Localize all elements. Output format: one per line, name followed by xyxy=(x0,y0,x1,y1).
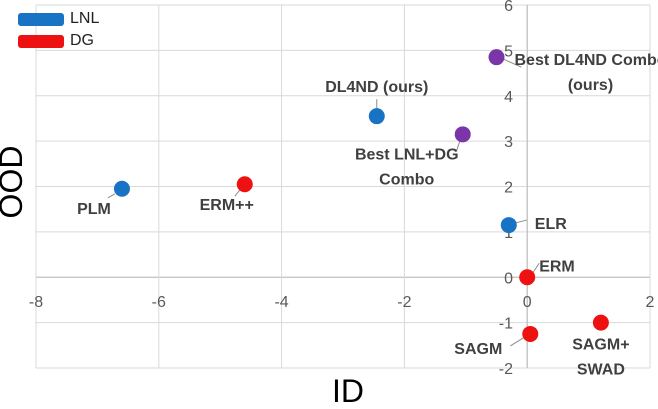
y-tick-label: 2 xyxy=(504,180,513,197)
data-points xyxy=(113,49,609,342)
point-label: SWAD xyxy=(577,362,625,379)
leader-line xyxy=(510,337,524,347)
point-label: ELR xyxy=(535,216,567,233)
x-tick-label: 2 xyxy=(646,294,655,311)
point-label: PLM xyxy=(77,201,111,218)
x-tick-label: -2 xyxy=(397,294,411,311)
legend-swatch-lnl xyxy=(18,12,64,26)
y-tick-label: -2 xyxy=(499,361,513,378)
leader-lines xyxy=(107,58,540,347)
y-tick-label: 3 xyxy=(504,134,513,151)
leader-line xyxy=(532,262,540,273)
y-tick-label: 6 xyxy=(504,0,513,15)
legend: LNL DG xyxy=(18,8,99,52)
leader-line xyxy=(456,141,461,151)
x-tick-label: -6 xyxy=(152,294,166,311)
data-point xyxy=(500,217,517,234)
x-tick-label: 0 xyxy=(523,294,532,311)
legend-swatch-dg xyxy=(18,34,64,48)
legend-item-dg: DG xyxy=(18,30,99,52)
y-tick-label: -1 xyxy=(499,316,513,333)
data-point xyxy=(519,269,536,286)
data-point xyxy=(113,180,130,197)
point-label: ERM xyxy=(539,258,575,275)
data-point xyxy=(522,325,539,342)
leader-line xyxy=(503,58,522,68)
data-point xyxy=(454,126,471,143)
point-label: Best LNL+DG xyxy=(355,146,459,163)
leader-line xyxy=(234,189,241,197)
y-tick-label: 5 xyxy=(504,43,513,60)
legend-label-lnl: LNL xyxy=(70,10,100,27)
y-tick-label: 0 xyxy=(504,270,513,287)
legend-item-lnl: LNL xyxy=(18,8,99,30)
point-label: SAGM+ xyxy=(572,337,629,354)
leader-line xyxy=(107,193,116,199)
point-label: (ours) xyxy=(568,77,613,94)
data-point xyxy=(488,49,505,66)
y-axis-title: OOD xyxy=(0,146,29,219)
legend-label-dg: DG xyxy=(70,32,94,49)
x-axis-title: ID xyxy=(332,373,364,409)
point-labels: PLM ERM++ DL4ND (ours) Best LNL+DG Combo Best… xyxy=(77,52,658,378)
x-tick-labels: -8 -6 -4 -2 0 2 xyxy=(29,294,655,311)
data-point xyxy=(236,176,253,193)
data-point xyxy=(368,108,385,125)
point-label: ERM++ xyxy=(200,197,254,214)
data-point xyxy=(592,314,609,331)
point-label: Best DL4ND Combo xyxy=(514,52,658,69)
x-tick-label: -8 xyxy=(29,294,43,311)
point-label: SAGM xyxy=(454,341,502,358)
point-label: Combo xyxy=(379,171,434,188)
leader-line xyxy=(514,219,527,224)
x-tick-label: -4 xyxy=(274,294,288,311)
grid-lines xyxy=(35,4,651,369)
point-label: DL4ND (ours) xyxy=(325,79,428,96)
y-tick-label: 1 xyxy=(504,225,513,242)
y-tick-labels: -2 -1 0 1 2 3 4 5 6 xyxy=(499,0,513,378)
y-tick-label: 4 xyxy=(504,89,513,106)
